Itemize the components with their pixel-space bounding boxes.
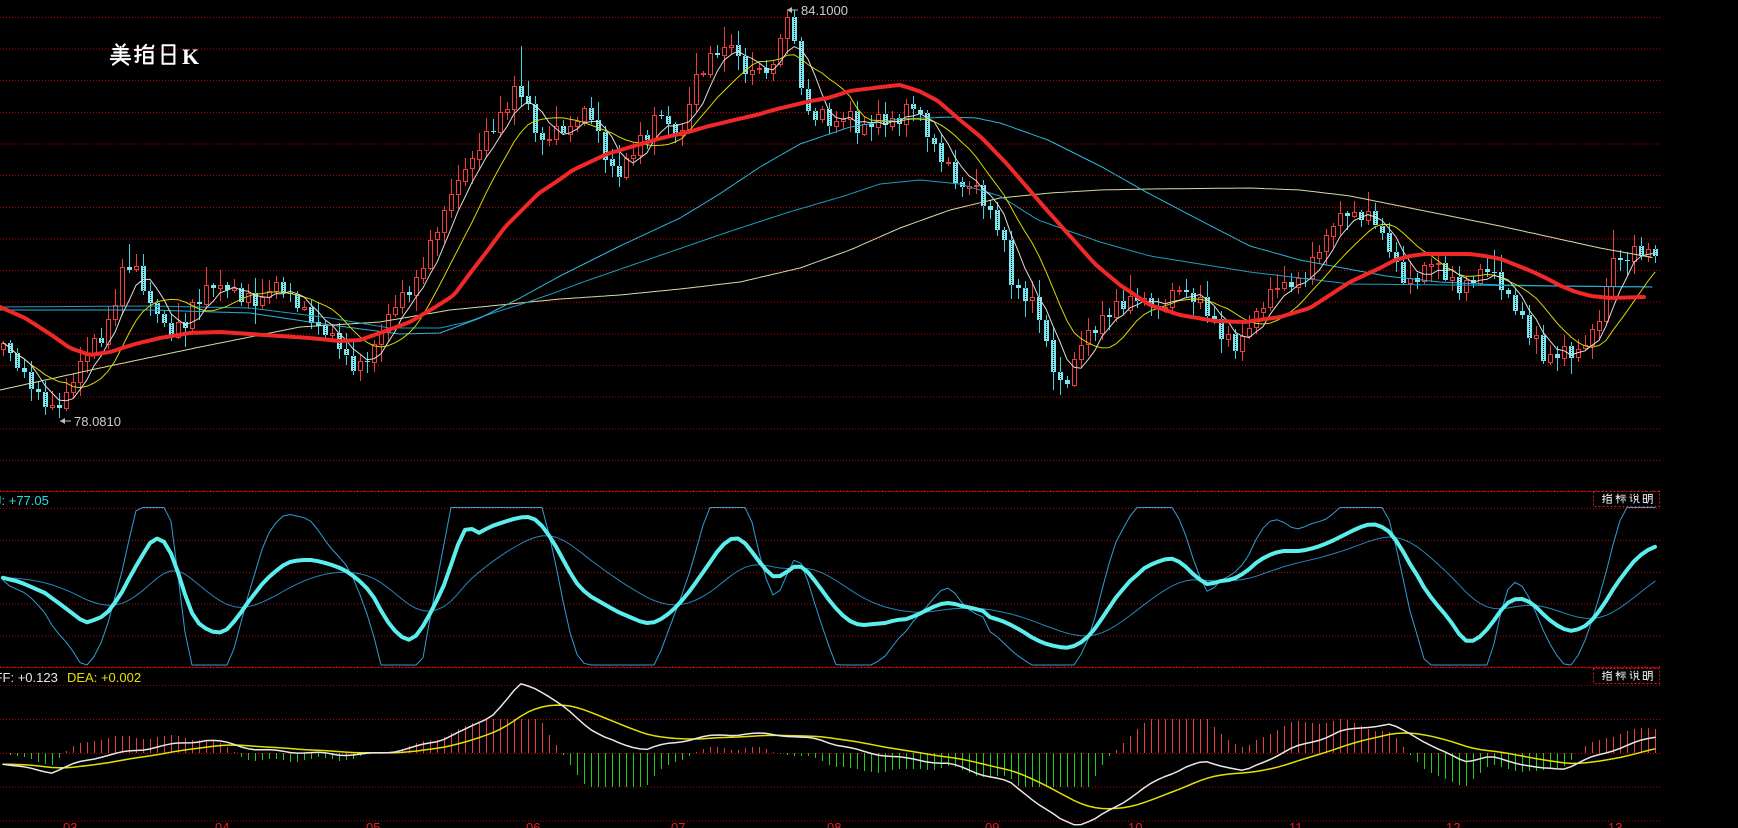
- svg-text:DEA: +0.002: DEA: +0.002: [67, 670, 141, 685]
- svg-text:11: 11: [1289, 820, 1303, 828]
- svg-text:13: 13: [1608, 820, 1622, 828]
- svg-text:12: 12: [1446, 820, 1460, 828]
- svg-text:03: 03: [63, 820, 77, 828]
- svg-text:78.0810: 78.0810: [74, 414, 121, 429]
- svg-text:06: 06: [526, 820, 540, 828]
- svg-text:IFF: +0.123: IFF: +0.123: [0, 670, 58, 685]
- svg-text:84.1000: 84.1000: [801, 3, 848, 18]
- svg-text:K: K: [182, 44, 199, 69]
- svg-text:J: +77.05: J: +77.05: [0, 493, 49, 508]
- svg-text:09: 09: [985, 820, 999, 828]
- svg-text:07: 07: [671, 820, 685, 828]
- svg-text:08: 08: [827, 820, 841, 828]
- svg-text:05: 05: [366, 820, 380, 828]
- svg-text:04: 04: [215, 820, 229, 828]
- svg-text:10: 10: [1128, 820, 1142, 828]
